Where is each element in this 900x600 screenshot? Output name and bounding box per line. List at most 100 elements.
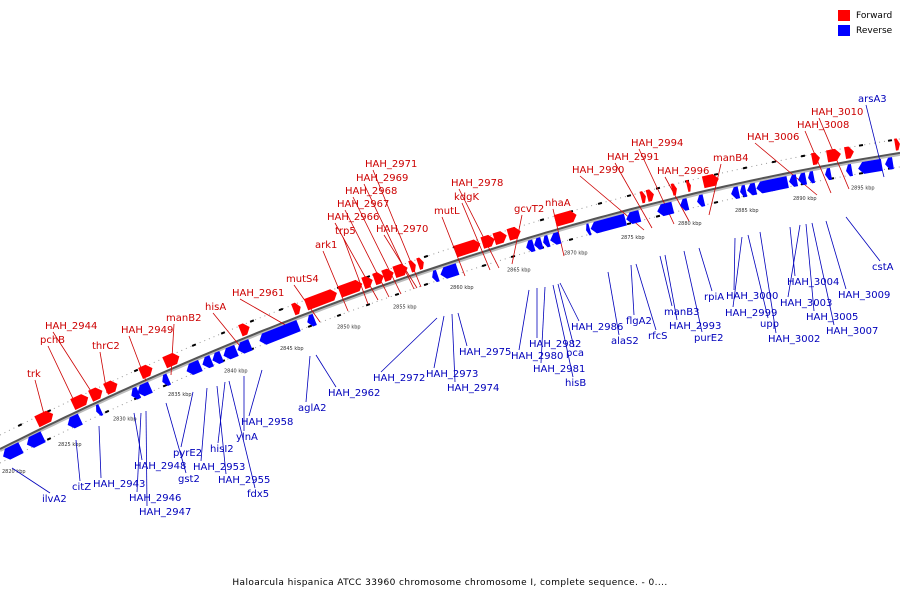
reverse-gene-11[interactable] bbox=[235, 339, 253, 355]
forward-gene-16[interactable] bbox=[453, 238, 482, 258]
reverse-gene-31[interactable] bbox=[797, 172, 808, 186]
forward-gene-1[interactable] bbox=[70, 392, 90, 411]
reverse-gene-label: HAH_2943 bbox=[93, 479, 145, 490]
forward-gene-21[interactable] bbox=[639, 190, 648, 204]
forward-gene-29[interactable] bbox=[894, 138, 900, 151]
forward-gene-2[interactable] bbox=[88, 385, 105, 402]
minor-tick bbox=[162, 383, 168, 388]
reverse-gene-7[interactable] bbox=[184, 359, 203, 377]
forward-gene-20[interactable] bbox=[553, 209, 578, 227]
forward-gene-25[interactable] bbox=[701, 173, 720, 189]
minor-tick bbox=[858, 172, 864, 175]
forward-gene-label: HAH_2996 bbox=[657, 166, 709, 177]
forward-gene-label: HAH_2970 bbox=[376, 224, 428, 235]
reverse-gene-33[interactable] bbox=[824, 167, 833, 181]
reverse-gene-23[interactable] bbox=[656, 201, 675, 217]
reverse-gene-29[interactable] bbox=[755, 176, 789, 194]
forward-gene-label: HAH_2978 bbox=[451, 178, 503, 189]
reverse-gene-5[interactable] bbox=[135, 381, 153, 399]
reverse-gene-2[interactable] bbox=[65, 413, 83, 431]
kbp-tick-label: 2870 kbp bbox=[564, 251, 588, 257]
reverse-gene-22[interactable] bbox=[625, 210, 642, 225]
forward-gene-6[interactable] bbox=[238, 321, 252, 337]
reverse-gene-17[interactable] bbox=[532, 237, 544, 251]
forward-leader-line bbox=[352, 196, 402, 295]
minor-tick bbox=[742, 166, 748, 170]
forward-gene-18[interactable] bbox=[492, 230, 509, 245]
forward-gene-19[interactable] bbox=[506, 225, 523, 241]
forward-gene-27[interactable] bbox=[826, 148, 842, 163]
minor-tick bbox=[713, 172, 719, 176]
reverse-leader-line bbox=[133, 412, 143, 461]
forward-gene-14[interactable] bbox=[408, 259, 418, 273]
forward-gene-8[interactable] bbox=[303, 287, 339, 311]
reverse-gene-0[interactable] bbox=[0, 442, 24, 462]
reverse-leader-line bbox=[733, 237, 736, 291]
forward-gene-5[interactable] bbox=[162, 351, 181, 369]
forward-gene-22[interactable] bbox=[645, 188, 656, 202]
chromosome-backbone bbox=[0, 151, 900, 452]
reverse-gene-26[interactable] bbox=[730, 186, 741, 200]
reverse-gene-6[interactable] bbox=[160, 373, 172, 388]
reverse-gene-label: HAH_2955 bbox=[218, 475, 270, 486]
reverse-leader-line bbox=[228, 380, 256, 489]
forward-gene-7[interactable] bbox=[291, 301, 303, 316]
reverse-gene-label: flgA2 bbox=[626, 316, 652, 327]
reverse-gene-14[interactable] bbox=[430, 269, 440, 283]
reverse-gene-4[interactable] bbox=[129, 386, 142, 401]
reverse-gene-8[interactable] bbox=[200, 355, 214, 370]
reverse-gene-35[interactable] bbox=[857, 158, 883, 175]
forward-swatch bbox=[838, 10, 850, 21]
reverse-gene-10[interactable] bbox=[221, 344, 239, 361]
reverse-gene-34[interactable] bbox=[845, 164, 853, 177]
forward-gene-24[interactable] bbox=[685, 179, 693, 192]
reverse-gene-16[interactable] bbox=[524, 239, 536, 253]
reverse-gene-21[interactable] bbox=[589, 213, 627, 235]
forward-gene-28[interactable] bbox=[844, 146, 855, 160]
reverse-gene-label: HAH_3003 bbox=[780, 298, 832, 309]
minor-tick bbox=[481, 263, 487, 268]
forward-gene-15[interactable] bbox=[416, 257, 426, 270]
reverse-gene-label: HAH_3009 bbox=[838, 290, 890, 301]
reverse-gene-3[interactable] bbox=[94, 404, 104, 417]
reverse-gene-25[interactable] bbox=[696, 194, 706, 207]
forward-leader-line bbox=[344, 209, 390, 298]
forward-gene-0[interactable] bbox=[34, 409, 55, 428]
reverse-leader-line bbox=[630, 264, 635, 316]
reverse-gene-36[interactable] bbox=[884, 157, 894, 170]
reverse-gene-32[interactable] bbox=[807, 171, 816, 184]
reverse-gene-27[interactable] bbox=[739, 184, 748, 198]
reverse-gene-30[interactable] bbox=[788, 174, 799, 187]
forward-gene-10[interactable] bbox=[361, 274, 374, 290]
forward-gene-13[interactable] bbox=[392, 262, 409, 279]
reverse-gene-1[interactable] bbox=[24, 431, 46, 450]
forward-gene-12[interactable] bbox=[381, 267, 395, 282]
reverse-leader-line bbox=[732, 236, 743, 308]
reverse-leader-line bbox=[315, 354, 337, 388]
forward-gene-11[interactable] bbox=[372, 270, 385, 286]
reverse-leader-line bbox=[664, 254, 678, 321]
reverse-gene-12[interactable] bbox=[257, 320, 301, 347]
forward-gene-26[interactable] bbox=[810, 152, 821, 166]
reverse-gene-19[interactable] bbox=[549, 231, 562, 246]
reverse-gene-label: HAH_2972 bbox=[373, 373, 425, 384]
reverse-gene-15[interactable] bbox=[439, 263, 460, 280]
forward-gene-9[interactable] bbox=[337, 278, 365, 298]
forward-gene-23[interactable] bbox=[670, 183, 679, 196]
reverse-gene-20[interactable] bbox=[584, 223, 592, 236]
forward-gene-4[interactable] bbox=[138, 363, 155, 379]
kbp-tick-label: 2885 kbp bbox=[735, 208, 759, 214]
forward-gene-3[interactable] bbox=[103, 378, 120, 395]
forward-gene-17[interactable] bbox=[480, 233, 496, 249]
map-caption: Haloarcula hispanica ATCC 33960 chromoso… bbox=[232, 578, 668, 588]
forward-gene-label: trk bbox=[27, 369, 41, 380]
reverse-gene-18[interactable] bbox=[541, 235, 551, 248]
reverse-gene-13[interactable] bbox=[305, 313, 317, 328]
reverse-leader-line bbox=[136, 412, 142, 493]
reverse-gene-label: HAH_2947 bbox=[139, 507, 191, 518]
reverse-gene-9[interactable] bbox=[210, 350, 224, 366]
reverse-gene-28[interactable] bbox=[746, 182, 758, 197]
gene-features[interactable] bbox=[0, 138, 900, 462]
reverse-gene-24[interactable] bbox=[679, 198, 690, 212]
